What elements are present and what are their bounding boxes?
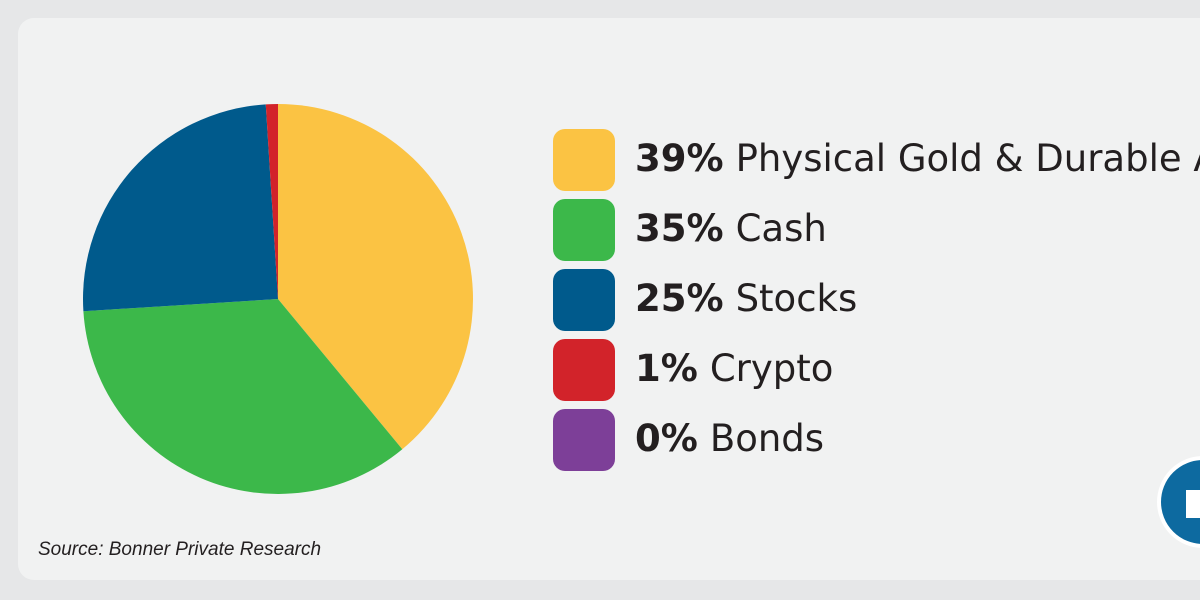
pie-slice [83,299,403,494]
legend-label: Bonds [710,417,824,460]
legend-label: Cash [736,207,827,250]
legend-entry: 25% Stocks [635,277,857,320]
source-note: Source: Bonner Private Research [38,539,321,560]
legend-percent: 35% [635,207,724,250]
pie-slice [265,104,278,299]
legend-swatch [553,339,615,401]
pie-slice [278,104,474,450]
legend-entry: 1% Crypto [635,347,833,390]
legend-label: Stocks [736,277,858,320]
legend-percent: 25% [635,277,724,320]
logo-badge [1157,456,1200,548]
legend-swatch [553,199,615,261]
pie-slice [83,104,278,312]
legend-label: Physical Gold & Durable Assets [736,137,1200,180]
legend-label: Crypto [710,347,834,390]
legend-entry: 35% Cash [635,207,827,250]
legend-entry: 39% Physical Gold & Durable Assets [635,137,1200,180]
legend-percent: 1% [635,347,698,390]
legend-percent: 39% [635,137,724,180]
legend-percent: 0% [635,417,698,460]
legend-swatch [553,269,615,331]
legend-swatch [553,129,615,191]
legend-entry: 0% Bonds [635,417,824,460]
legend-swatch [553,409,615,471]
